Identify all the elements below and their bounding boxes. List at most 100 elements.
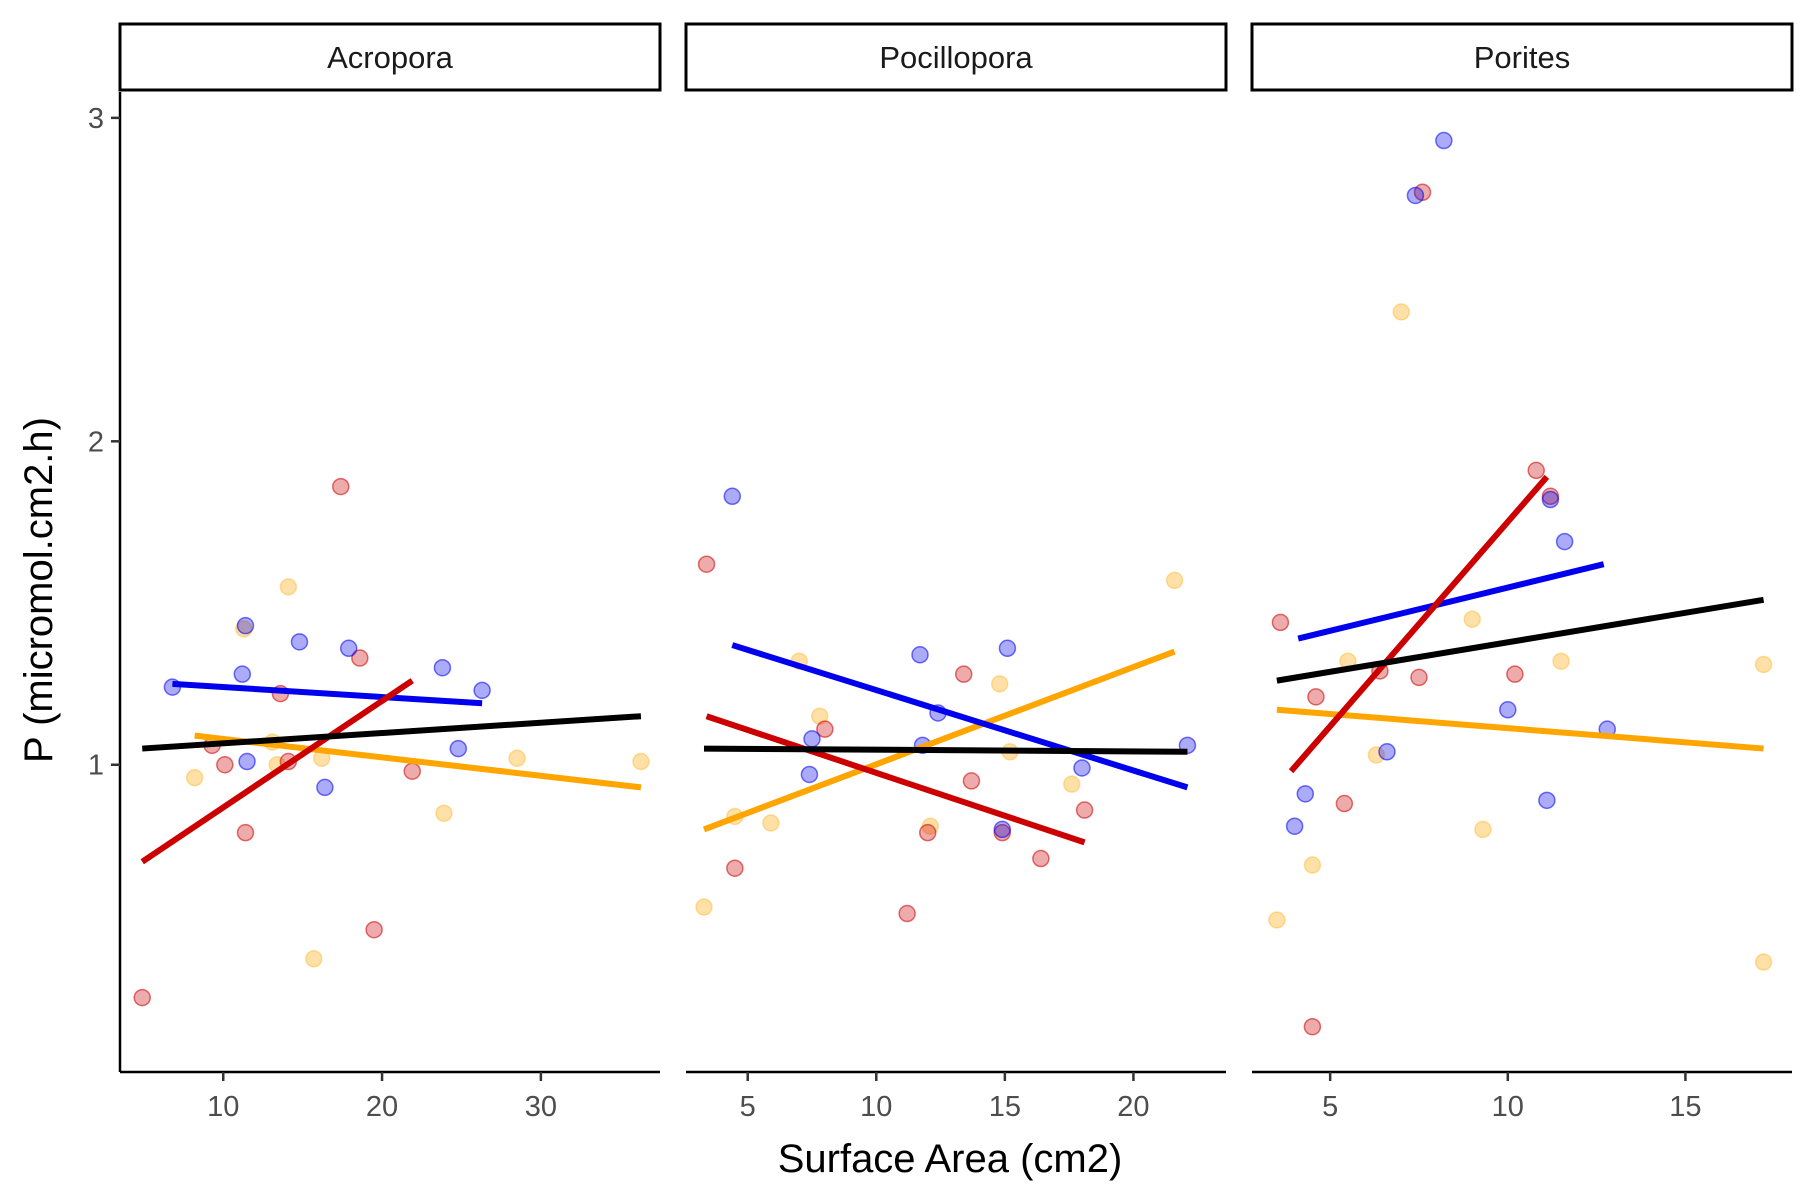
fit-line-blue <box>172 680 483 707</box>
x-tick-label: 5 <box>740 1091 756 1123</box>
x-axis-title: Surface Area (cm2) <box>778 1137 1123 1181</box>
data-point-blue <box>433 658 452 677</box>
fit-line-red <box>705 713 1086 846</box>
data-point-red <box>1410 668 1428 687</box>
x-tick-label: 15 <box>1669 1091 1701 1123</box>
data-point-orange <box>1552 652 1570 670</box>
data-point-orange <box>1392 303 1410 321</box>
data-point-red <box>1303 1017 1322 1036</box>
x-tick-label: 30 <box>525 1091 557 1123</box>
data-point-blue <box>1285 817 1304 835</box>
facet-strip <box>1250 22 1794 92</box>
panel-pocillopora: Pocillopora 5 10 15 20 <box>684 22 1228 1123</box>
x-tick-label: 15 <box>989 1091 1021 1123</box>
data-point-red <box>898 904 916 923</box>
data-point-red <box>1307 688 1325 706</box>
data-point-orange <box>990 675 1009 693</box>
data-point-red <box>816 720 834 738</box>
data-point-red <box>1527 461 1545 480</box>
fit-line-red <box>1288 474 1550 774</box>
data-point-red <box>726 859 744 877</box>
data-point-red <box>236 823 255 842</box>
fit-line-blue <box>731 642 1189 791</box>
data-point-blue <box>1406 186 1425 205</box>
data-point-red <box>697 555 716 573</box>
data-point-orange <box>695 898 713 916</box>
facet-strip <box>684 22 1228 92</box>
fit-line-blue <box>1297 561 1605 642</box>
data-point-red <box>962 772 981 790</box>
data-point-blue <box>1073 759 1091 777</box>
data-point-blue <box>800 765 819 784</box>
fit-line-black <box>1276 596 1765 684</box>
y-tick-label: 1 <box>88 750 104 782</box>
data-point-blue <box>1538 791 1556 810</box>
data-point-blue <box>233 665 252 683</box>
data-point-orange <box>1062 775 1081 793</box>
data-point-blue <box>1555 532 1574 551</box>
facet-label: Pocillopora <box>879 40 1033 75</box>
data-point-blue <box>993 820 1012 839</box>
data-point-red <box>1032 849 1050 868</box>
fit-line-orange <box>702 648 1176 833</box>
x-tick-label: 10 <box>207 1091 239 1123</box>
data-point-red <box>351 649 369 667</box>
data-point-orange <box>1463 610 1482 628</box>
data-point-red <box>216 755 234 774</box>
data-point-orange <box>632 752 650 771</box>
data-point-red <box>133 988 151 1007</box>
fit-line-red <box>140 678 414 865</box>
panel-acropora: Acropora 10 20 30 <box>118 22 662 1123</box>
data-point-red <box>365 920 383 939</box>
data-point-blue <box>911 646 929 664</box>
data-point-orange <box>279 578 298 596</box>
data-point-blue <box>339 639 358 658</box>
data-point-orange <box>185 768 204 787</box>
data-point-red <box>918 823 937 842</box>
data-point-blue <box>1378 743 1396 761</box>
data-point-red <box>954 665 973 683</box>
data-point-blue <box>1296 785 1315 803</box>
y-axis: 1 2 3 <box>88 92 122 1072</box>
fit-line-black <box>142 713 642 752</box>
y-tick-label: 2 <box>88 426 104 458</box>
x-tick-label: 10 <box>1492 1091 1524 1123</box>
data-point-red <box>1335 794 1354 813</box>
data-point-blue <box>473 681 491 700</box>
y-tick-label: 3 <box>88 103 104 135</box>
data-point-orange <box>1367 746 1386 764</box>
data-point-blue <box>290 633 309 651</box>
x-tick-label: 20 <box>1117 1091 1149 1123</box>
data-point-blue <box>449 739 468 758</box>
data-point-red <box>403 762 421 780</box>
data-point-orange <box>508 749 526 768</box>
x-tick-label: 5 <box>1322 1091 1338 1123</box>
data-point-orange <box>305 950 323 968</box>
data-point-orange <box>1268 911 1286 929</box>
data-point-red <box>1271 613 1290 632</box>
data-point-red <box>1075 801 1094 819</box>
x-tick-label: 20 <box>366 1091 398 1123</box>
data-point-orange <box>1303 856 1322 874</box>
data-point-orange <box>435 804 453 823</box>
data-point-red <box>332 477 350 496</box>
data-point-orange <box>1165 571 1184 590</box>
facet-strip <box>118 22 662 92</box>
data-point-blue <box>316 778 334 797</box>
data-point-blue <box>236 616 255 635</box>
data-point-blue <box>238 752 256 771</box>
panel-porites: Porites 5 10 15 <box>1250 22 1794 1123</box>
data-point-blue <box>1499 701 1517 719</box>
data-point-blue <box>998 639 1017 658</box>
data-point-orange <box>810 707 829 725</box>
fit-line-orange <box>1276 706 1764 752</box>
y-axis-title: P (micromol.cm2.h) <box>17 417 61 763</box>
data-point-blue <box>803 730 821 748</box>
data-point-blue <box>723 487 742 506</box>
data-point-orange <box>1474 820 1492 839</box>
data-point-orange <box>1754 953 1773 971</box>
data-point-blue <box>1541 490 1560 509</box>
facet-label: Acropora <box>327 40 454 75</box>
data-point-red <box>1506 665 1524 683</box>
